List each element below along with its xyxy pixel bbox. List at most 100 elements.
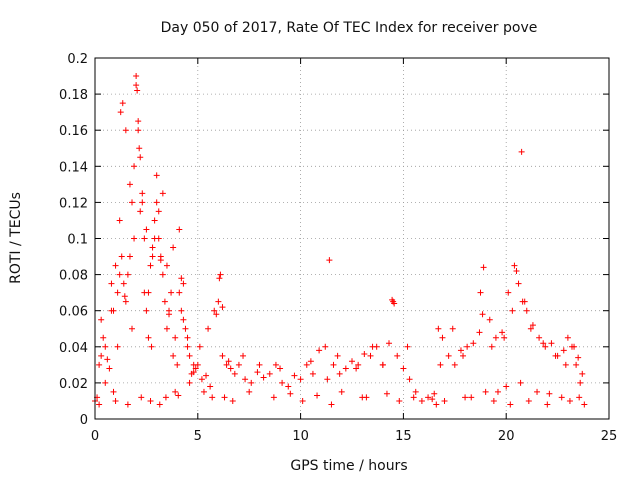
data-point bbox=[529, 322, 536, 329]
y-tick-label: 0 bbox=[80, 413, 88, 428]
data-point bbox=[98, 352, 105, 359]
data-point bbox=[386, 340, 393, 347]
data-point bbox=[225, 358, 232, 365]
data-point bbox=[256, 361, 263, 368]
data-point bbox=[326, 257, 333, 264]
data-point bbox=[112, 262, 119, 269]
data-point bbox=[96, 361, 103, 368]
data-point bbox=[330, 361, 337, 368]
data-point bbox=[433, 401, 440, 408]
data-point bbox=[355, 361, 362, 368]
data-point bbox=[156, 401, 163, 408]
data-point bbox=[139, 199, 146, 206]
data-point bbox=[509, 307, 516, 314]
data-point bbox=[477, 289, 484, 296]
data-point bbox=[131, 163, 138, 170]
y-tick-label: 0.14 bbox=[59, 160, 88, 175]
data-point bbox=[194, 361, 201, 368]
data-point bbox=[176, 289, 183, 296]
data-point bbox=[219, 304, 226, 311]
data-point bbox=[277, 365, 284, 372]
x-tick-label: 20 bbox=[498, 429, 515, 444]
data-point bbox=[147, 262, 154, 269]
data-point bbox=[106, 365, 113, 372]
data-point bbox=[429, 396, 436, 403]
data-point bbox=[117, 109, 124, 116]
data-point bbox=[178, 307, 185, 314]
data-point bbox=[207, 383, 214, 390]
data-point bbox=[114, 343, 121, 350]
data-point bbox=[168, 289, 175, 296]
data-point bbox=[102, 343, 109, 350]
data-point bbox=[505, 289, 512, 296]
data-point bbox=[209, 394, 216, 401]
data-point bbox=[182, 325, 189, 332]
data-point bbox=[175, 392, 182, 399]
y-tick-label: 0.04 bbox=[59, 341, 88, 356]
y-tick-label: 0.06 bbox=[59, 305, 88, 320]
data-point bbox=[108, 280, 115, 287]
data-point bbox=[449, 325, 456, 332]
data-point bbox=[213, 311, 220, 318]
axis-ticks: 0 5 10 15 20 25 0 0.02 0.04 0.06 0.08 0.1 0.12 0.14 0.… bbox=[59, 52, 617, 444]
data-point bbox=[161, 298, 168, 305]
data-point bbox=[98, 316, 105, 323]
data-point bbox=[425, 394, 432, 401]
data-point bbox=[270, 394, 277, 401]
data-point bbox=[552, 352, 559, 359]
data-point bbox=[525, 397, 532, 404]
data-point bbox=[291, 372, 298, 379]
data-point bbox=[410, 394, 417, 401]
data-point bbox=[523, 307, 530, 314]
data-point bbox=[303, 361, 310, 368]
data-point bbox=[180, 316, 187, 323]
data-point bbox=[221, 394, 228, 401]
data-point bbox=[324, 376, 331, 383]
data-point bbox=[240, 352, 247, 359]
data-point bbox=[190, 369, 197, 376]
data-point bbox=[342, 365, 349, 372]
data-point bbox=[507, 401, 514, 408]
data-point bbox=[406, 376, 413, 383]
data-point bbox=[476, 329, 483, 336]
data-point bbox=[184, 343, 191, 350]
data-point bbox=[542, 343, 549, 350]
data-point bbox=[126, 181, 133, 188]
x-tick-label: 10 bbox=[292, 429, 309, 444]
data-point bbox=[219, 352, 226, 359]
data-point bbox=[110, 388, 117, 395]
data-point bbox=[229, 397, 236, 404]
chart-title: Day 050 of 2017, Rate Of TEC Index for r… bbox=[161, 20, 538, 36]
data-point bbox=[322, 343, 329, 350]
data-point bbox=[431, 390, 438, 397]
data-point bbox=[369, 343, 376, 350]
data-point bbox=[418, 397, 425, 404]
x-tick-label: 15 bbox=[395, 429, 412, 444]
data-point bbox=[488, 343, 495, 350]
data-point bbox=[159, 271, 166, 278]
data-point bbox=[391, 300, 398, 307]
data-point bbox=[579, 370, 586, 377]
data-point bbox=[544, 401, 551, 408]
data-point bbox=[571, 343, 578, 350]
data-point bbox=[482, 388, 489, 395]
x-axis-title: GPS time / hours bbox=[290, 458, 407, 474]
data-point bbox=[116, 217, 123, 224]
data-point bbox=[136, 145, 143, 152]
data-point bbox=[518, 148, 525, 155]
data-point bbox=[133, 82, 140, 89]
grid-lines bbox=[95, 58, 609, 419]
data-point bbox=[121, 293, 128, 300]
data-point bbox=[462, 394, 469, 401]
data-point bbox=[394, 352, 401, 359]
data-point bbox=[338, 388, 345, 395]
data-point bbox=[266, 370, 273, 377]
data-point bbox=[170, 352, 177, 359]
data-point bbox=[143, 226, 150, 233]
data-point bbox=[124, 271, 131, 278]
data-point bbox=[135, 127, 142, 134]
data-point bbox=[124, 401, 131, 408]
data-point bbox=[314, 392, 321, 399]
data-point bbox=[575, 354, 582, 361]
